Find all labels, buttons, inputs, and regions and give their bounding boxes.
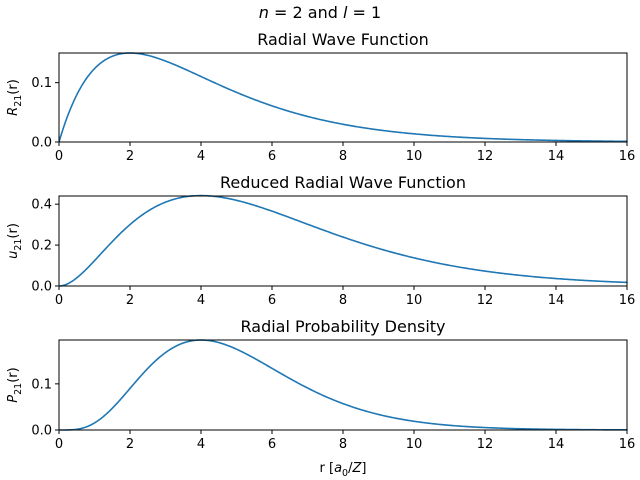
axis-ticks: 0 2 4 6 8 10 12 14 16 0.0 0.1 — [31, 377, 635, 452]
x-tick-label: 0 — [55, 293, 63, 308]
subplot-radial-probability-density: Radial Probability Density P21(r) 0 2 4 6 8 1… — [6, 317, 635, 452]
x-tick-label: 0 — [55, 149, 63, 164]
y-tick-label: 0.0 — [31, 424, 52, 439]
y-tick-label: 0.4 — [31, 198, 52, 213]
y-axis-label: u21(r) — [6, 223, 24, 259]
y-tick-label: 0.0 — [31, 280, 52, 295]
x-tick-label: 12 — [477, 293, 494, 308]
series-line — [58, 194, 628, 287]
subplot-title: Radial Probability Density — [241, 317, 446, 336]
x-tick-label: 10 — [406, 149, 423, 164]
plot-frame — [58, 52, 628, 143]
x-tick-label: 6 — [268, 293, 276, 308]
y-axis-label: R21(r) — [6, 79, 24, 116]
subplot-radial-wave-function: Radial Wave Function R21(r) 0 2 4 6 8 10 12 14 1… — [6, 30, 635, 164]
y-tick-label: 0.1 — [31, 76, 52, 91]
subplot-title: Radial Wave Function — [257, 30, 429, 49]
plot-frame — [58, 195, 628, 287]
y-axis-label: P21(r) — [6, 367, 24, 402]
x-tick-label: 16 — [619, 149, 636, 164]
x-tick-label: 14 — [548, 437, 565, 452]
x-tick-label: 6 — [268, 149, 276, 164]
series-line — [58, 52, 628, 143]
x-tick-label: 12 — [477, 149, 494, 164]
x-tick-label: 14 — [548, 149, 565, 164]
x-tick-label: 8 — [339, 293, 347, 308]
y-tick-label: 0.0 — [31, 136, 52, 151]
x-tick-label: 6 — [268, 437, 276, 452]
x-tick-label: 2 — [126, 437, 134, 452]
x-tick-label: 2 — [126, 293, 134, 308]
subplot-reduced-radial-wave-function: Reduced Radial Wave Function u21(r) 0 2 4 6… — [6, 173, 635, 308]
x-tick-label: 2 — [126, 149, 134, 164]
plot-frame — [58, 339, 628, 431]
x-tick-label: 4 — [197, 149, 205, 164]
x-tick-label: 16 — [619, 437, 636, 452]
x-tick-label: 10 — [406, 437, 423, 452]
x-tick-label: 4 — [197, 293, 205, 308]
figure-suptitle: n = 2 and l = 1 — [259, 3, 381, 22]
x-tick-label: 8 — [339, 149, 347, 164]
x-tick-label: 8 — [339, 437, 347, 452]
x-axis-label: r [a0/Z] — [320, 461, 367, 479]
x-tick-label: 4 — [197, 437, 205, 452]
x-tick-label: 14 — [548, 293, 565, 308]
x-tick-label: 16 — [619, 293, 636, 308]
y-tick-label: 0.1 — [31, 377, 52, 392]
axis-ticks: 0 2 4 6 8 10 12 14 16 0.0 0.1 — [31, 76, 635, 164]
x-tick-label: 12 — [477, 437, 494, 452]
x-tick-label: 0 — [55, 437, 63, 452]
subplot-title: Reduced Radial Wave Function — [220, 173, 466, 192]
y-tick-label: 0.2 — [31, 239, 52, 254]
series-line — [58, 339, 628, 431]
x-tick-label: 10 — [406, 293, 423, 308]
axis-ticks: 0 2 4 6 8 10 12 14 16 0.0 0.2 0.4 — [31, 198, 635, 308]
